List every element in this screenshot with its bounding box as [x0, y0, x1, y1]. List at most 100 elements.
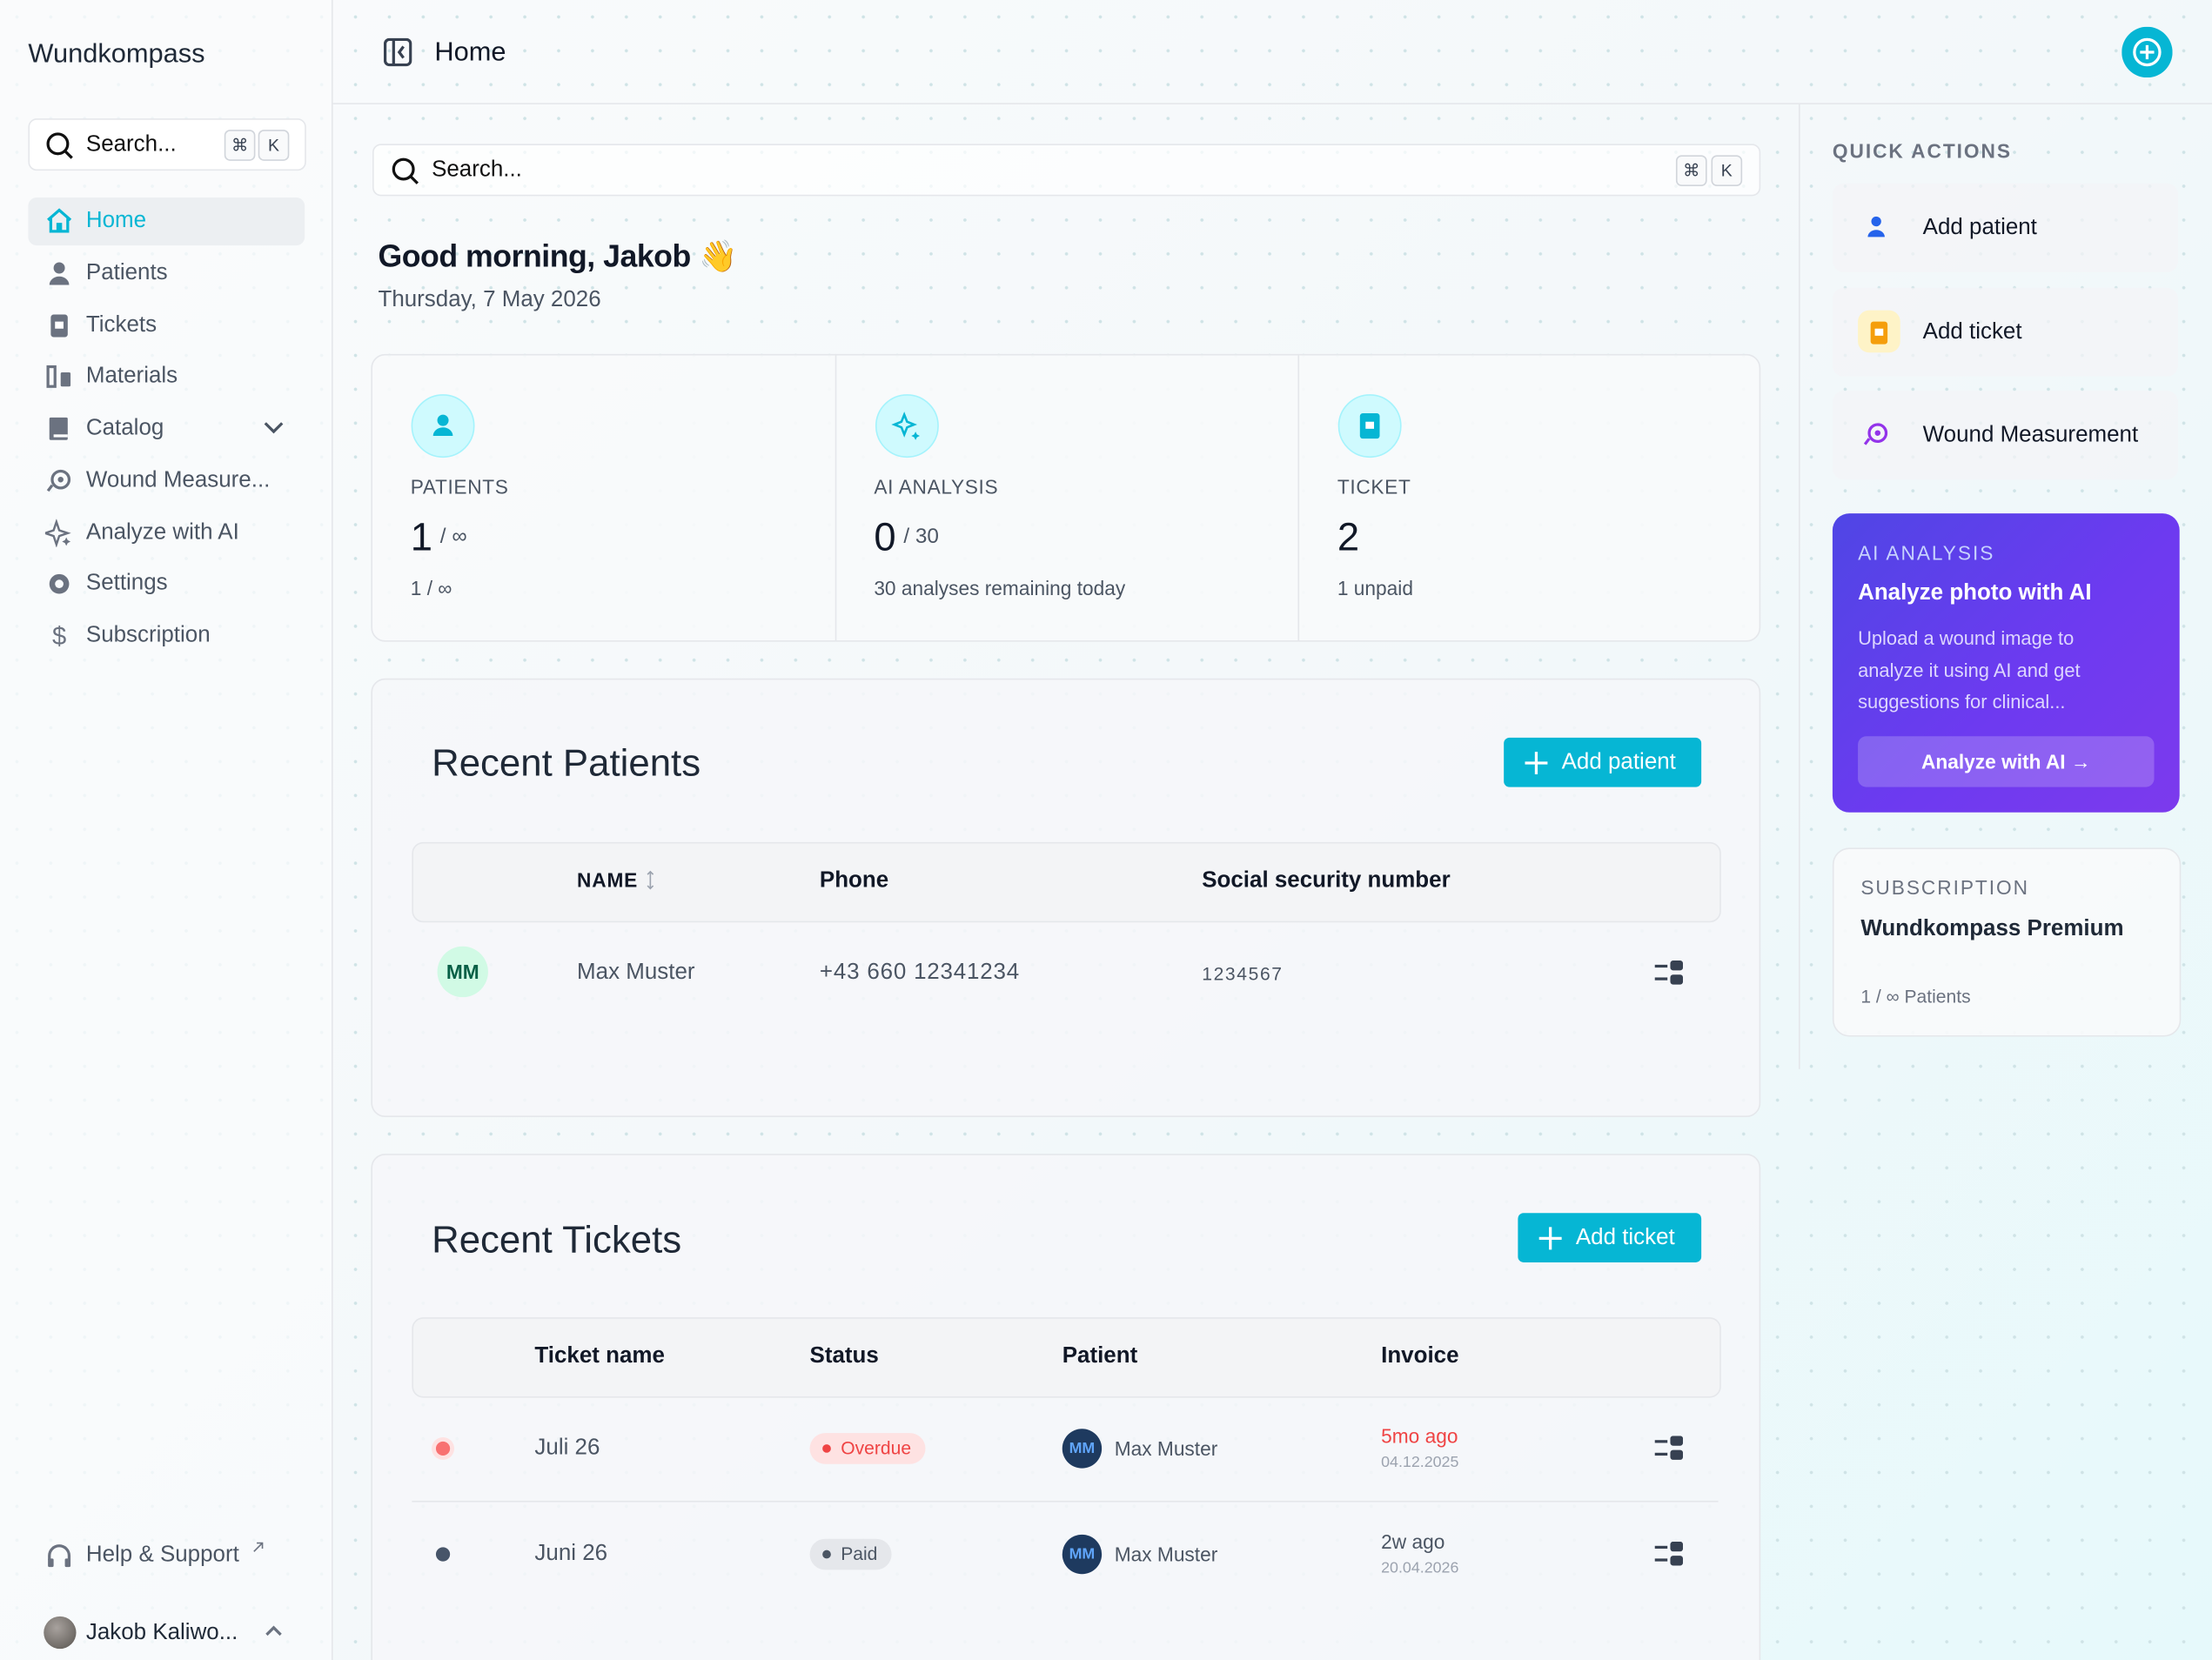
topbar: Home [332, 0, 2212, 104]
nav-icon [49, 262, 70, 285]
status-dot [435, 1441, 451, 1456]
column-header: Phone [819, 868, 889, 894]
kbd: ⌘ [224, 130, 256, 161]
brand: Wundkompass [28, 39, 205, 70]
status-badge: Overdue [809, 1433, 926, 1464]
stat-label: PATIENTS [410, 475, 509, 499]
sidebar-toggle[interactable] [383, 37, 412, 67]
subscription-card: SUBSCRIPTION Wundkompass Premium 1 / ∞ P… [1832, 847, 2182, 1037]
invoice-date: 20.04.2026 [1381, 1560, 1459, 1577]
badge-dot [822, 1550, 831, 1559]
subscription-note: 1 / ∞ Patients [1860, 986, 1971, 1007]
nav-icon: $ [52, 623, 66, 650]
stats-card [371, 353, 1761, 642]
status-badge: Paid [809, 1538, 892, 1570]
nav-active-bg [28, 197, 305, 246]
badge-dot [822, 1444, 831, 1453]
aside-divider [1798, 104, 1800, 1069]
nav-item[interactable]: Settings [85, 571, 168, 596]
ai-title: Analyze photo with AI [1858, 580, 2092, 606]
user-name[interactable]: Jakob Kaliwo... [85, 1620, 238, 1645]
search-placeholder: Search... [85, 132, 177, 157]
section-title: Recent Tickets [432, 1218, 682, 1262]
stat-limit: / ∞ [439, 525, 467, 549]
subscription-eyebrow: SUBSCRIPTION [1860, 875, 2029, 899]
section-title: Recent Patients [432, 741, 701, 785]
ticket-name: Juni 26 [534, 1541, 608, 1566]
plus-icon [1538, 1227, 1562, 1250]
kbd: K [258, 130, 290, 161]
patient-icon [1867, 216, 1885, 238]
chevron-down [264, 422, 284, 434]
stat-note: 1 / ∞ [410, 577, 452, 599]
patient-phone: +43 660 12341234 [819, 961, 1020, 985]
nav-item[interactable]: Tickets [85, 312, 158, 337]
help-icon [48, 1544, 71, 1568]
status-dot [435, 1547, 451, 1562]
sidebar: Wundkompass Search... ⌘ K Home Patients Ti… [0, 0, 333, 1660]
sidebar-search[interactable]: Search... ⌘ K [28, 118, 306, 171]
help-link[interactable]: Help & Support [85, 1543, 239, 1568]
patient-ssn: 1234567 [1202, 963, 1284, 985]
stat-divider [1297, 353, 1300, 641]
ai-text: Upload a wound image to analyze it using… [1858, 627, 2081, 713]
invoice-relative: 5mo ago [1381, 1424, 1458, 1448]
status-text: Overdue [841, 1436, 912, 1459]
create-button[interactable] [2122, 26, 2173, 78]
nav-item[interactable]: Patients [85, 260, 168, 285]
search-icon [392, 157, 419, 184]
column-header: Status [809, 1343, 879, 1369]
kbd: K [1711, 155, 1743, 186]
column-header: Patient [1062, 1343, 1138, 1369]
subscription-plan: Wundkompass Premium [1860, 916, 2124, 941]
kbd: ⌘ [1675, 155, 1707, 186]
nav-item[interactable]: Home [85, 208, 147, 233]
row-menu[interactable] [1654, 961, 1684, 986]
nav-icon [49, 574, 70, 594]
status-text: Paid [841, 1543, 878, 1564]
quick-action[interactable]: Add ticket [1832, 287, 2179, 377]
table-header [412, 841, 1721, 923]
row-menu[interactable] [1654, 1436, 1684, 1461]
nav-item[interactable]: Wound Measure... [85, 467, 271, 492]
greeting: Good morning, Jakob 👋 [378, 238, 738, 274]
add-patient-button[interactable]: Add patient [1504, 737, 1702, 787]
quick-action[interactable]: Wound Measurement [1832, 391, 2179, 480]
quick-action[interactable]: Add patient [1832, 183, 2179, 272]
nav-item[interactable]: Materials [85, 364, 178, 389]
nav-item[interactable]: Analyze with AI [85, 519, 239, 544]
nav-icon [49, 417, 68, 440]
stat-limit: / 30 [903, 525, 939, 549]
plus-icon [1525, 752, 1548, 775]
quick-action-label: Add ticket [1922, 320, 2022, 345]
search-icon [46, 132, 73, 159]
stat-note: 30 analyses remaining today [874, 577, 1126, 599]
column-header: Invoice [1381, 1343, 1459, 1369]
main-search[interactable]: Search... ⌘ K [372, 144, 1761, 197]
quick-action-label: Wound Measurement [1922, 423, 2139, 447]
stat-note: 1 unpaid [1337, 577, 1413, 599]
column-header[interactable]: NAME [577, 868, 639, 892]
stat-icon [875, 394, 939, 459]
nav-item[interactable]: Subscription [85, 623, 211, 648]
stat-value: 2 [1337, 514, 1360, 559]
add-ticket-button[interactable]: Add ticket [1518, 1213, 1702, 1262]
measure-icon [1863, 423, 1888, 445]
row-menu[interactable] [1654, 1541, 1684, 1567]
ticket-patient: Max Muster [1114, 1436, 1218, 1460]
ai-button[interactable]: Analyze with AI → [1858, 736, 2155, 787]
ticket-patient: Max Muster [1114, 1543, 1218, 1566]
invoice-relative: 2w ago [1381, 1529, 1445, 1553]
nav-item[interactable]: Catalog [85, 416, 164, 440]
page-title: Home [434, 37, 506, 68]
sort-icon [647, 870, 654, 890]
column-header: Social security number [1202, 868, 1451, 894]
stat-value: 0 [874, 514, 896, 559]
ticket-icon [1870, 321, 1888, 345]
nav-icon [46, 365, 71, 389]
invoice-date: 04.12.2025 [1381, 1454, 1459, 1471]
nav-icon [44, 518, 71, 547]
search-placeholder: Search... [432, 157, 522, 183]
